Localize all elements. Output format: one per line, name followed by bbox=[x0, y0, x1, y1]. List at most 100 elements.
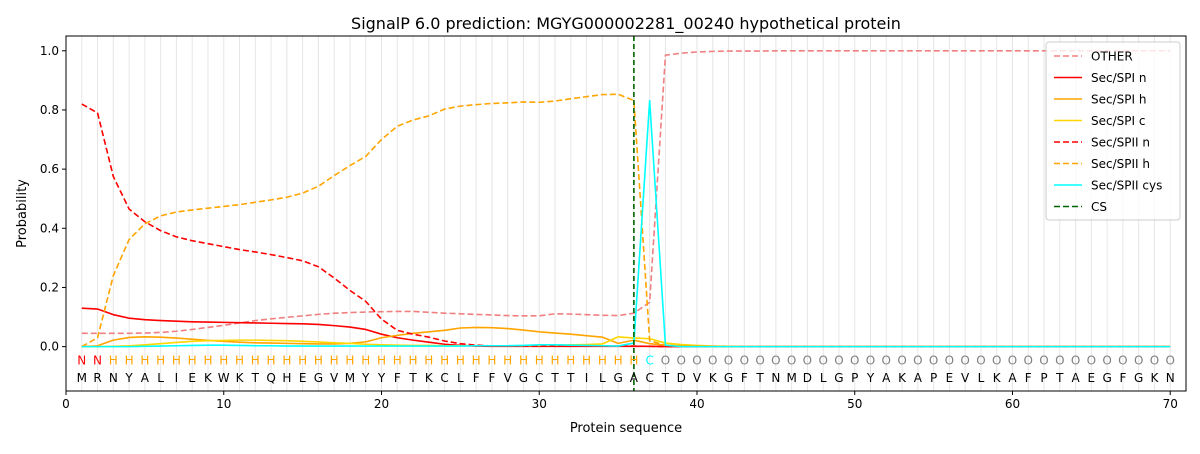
x-tick-label: 10 bbox=[216, 397, 231, 411]
series-line-sec-spii-h bbox=[81, 93, 1171, 348]
residue-letter: V bbox=[961, 371, 970, 385]
y-axis-ticks: 0.0 0.2 0.4 0.6 0.8 1.0 bbox=[40, 44, 66, 354]
region-label: H bbox=[282, 353, 291, 367]
residue-letter: V bbox=[504, 371, 513, 385]
region-label: O bbox=[866, 353, 875, 367]
region-label: N bbox=[77, 353, 86, 367]
residue-letter: D bbox=[677, 371, 686, 385]
residue-letter: V bbox=[330, 371, 339, 385]
region-label: H bbox=[188, 353, 197, 367]
residue-letter: K bbox=[1151, 371, 1160, 385]
region-label: O bbox=[803, 353, 812, 367]
residue-letter: K bbox=[204, 371, 213, 385]
legend: OTHER Sec/SPI n Sec/SPI h Sec/SPI c Sec/SPII… bbox=[1045, 41, 1181, 221]
residue-letter: A bbox=[1071, 371, 1080, 385]
region-label: O bbox=[882, 353, 891, 367]
region-label: H bbox=[235, 353, 244, 367]
region-label: H bbox=[566, 353, 575, 367]
region-label: O bbox=[976, 353, 985, 367]
residue-letter: I bbox=[175, 371, 179, 385]
residue-letter: A bbox=[630, 371, 639, 385]
residue-letter: G bbox=[724, 371, 733, 385]
region-label: H bbox=[393, 353, 402, 367]
residue-letter: Y bbox=[124, 371, 133, 385]
residue-letter: F bbox=[741, 371, 748, 385]
legend-label: CS bbox=[1091, 200, 1107, 214]
residue-letter: C bbox=[645, 371, 653, 385]
series-line-sec-spii-n bbox=[81, 103, 1171, 348]
residue-letter: G bbox=[834, 371, 843, 385]
residue-letter: F bbox=[1025, 371, 1032, 385]
region-label: H bbox=[172, 353, 181, 367]
legend-label: OTHER bbox=[1091, 50, 1133, 64]
x-tick-label: 40 bbox=[689, 397, 704, 411]
region-label: H bbox=[298, 353, 307, 367]
region-label: O bbox=[945, 353, 954, 367]
region-label: O bbox=[1165, 353, 1174, 367]
region-label: O bbox=[929, 353, 938, 367]
region-label: O bbox=[661, 353, 670, 367]
residue-letter: Y bbox=[377, 371, 386, 385]
legend-box bbox=[1045, 41, 1181, 221]
region-label: H bbox=[582, 353, 591, 367]
region-label: O bbox=[771, 353, 780, 367]
region-label: H bbox=[125, 353, 134, 367]
residue-letter: T bbox=[566, 371, 575, 385]
region-label: O bbox=[1102, 353, 1111, 367]
region-label: H bbox=[456, 353, 465, 367]
y-tick-label: 0.6 bbox=[40, 162, 59, 176]
residue-letter: K bbox=[898, 371, 907, 385]
region-label: H bbox=[409, 353, 418, 367]
region-label: H bbox=[472, 353, 481, 367]
residue-letter: A bbox=[882, 371, 891, 385]
region-label: H bbox=[519, 353, 528, 367]
residue-letter: L bbox=[457, 371, 464, 385]
y-tick-label: 1.0 bbox=[40, 44, 59, 58]
series-line-other bbox=[81, 49, 1171, 335]
residue-labels: NMNRHNHYHAHLHIHEHKHWHKHTHQHHHEHGHVHMHYHY… bbox=[77, 353, 1175, 385]
residue-letter: T bbox=[661, 371, 670, 385]
residue-letter: R bbox=[93, 371, 101, 385]
region-label: O bbox=[897, 353, 906, 367]
region-label: O bbox=[1134, 353, 1143, 367]
x-tick-label: 0 bbox=[62, 397, 70, 411]
y-tick-label: 0.4 bbox=[40, 221, 59, 235]
residue-letter: M bbox=[786, 371, 796, 385]
residue-letter: A bbox=[141, 371, 150, 385]
region-label: N bbox=[93, 353, 102, 367]
residue-letter: G bbox=[314, 371, 323, 385]
residue-letter: G bbox=[1102, 371, 1111, 385]
legend-label: Sec/SPI h bbox=[1091, 93, 1146, 107]
residue-letter: I bbox=[585, 371, 589, 385]
y-tick-label: 0.0 bbox=[40, 340, 59, 354]
region-label: O bbox=[740, 353, 749, 367]
residue-letter: T bbox=[1055, 371, 1064, 385]
region-label: H bbox=[330, 353, 339, 367]
region-label: H bbox=[109, 353, 118, 367]
region-label: O bbox=[1008, 353, 1017, 367]
residue-letter: K bbox=[993, 371, 1002, 385]
region-label: O bbox=[787, 353, 796, 367]
residue-letter: L bbox=[599, 371, 606, 385]
residue-letter: P bbox=[851, 371, 858, 385]
residue-letter: D bbox=[803, 371, 812, 385]
residue-letter: T bbox=[755, 371, 764, 385]
residue-letter: L bbox=[978, 371, 985, 385]
x-tick-label: 30 bbox=[532, 397, 547, 411]
residue-letter: L bbox=[820, 371, 827, 385]
residue-letter: K bbox=[425, 371, 434, 385]
residue-letter: N bbox=[1166, 371, 1175, 385]
y-tick-label: 0.8 bbox=[40, 103, 59, 117]
region-label: H bbox=[156, 353, 165, 367]
residue-letter: N bbox=[771, 371, 780, 385]
legend-label: Sec/SPI c bbox=[1091, 114, 1145, 128]
region-label: O bbox=[1118, 353, 1127, 367]
residue-letter: E bbox=[1088, 371, 1096, 385]
region-label: O bbox=[692, 353, 701, 367]
series-lines bbox=[81, 49, 1171, 348]
plot-frame bbox=[65, 35, 1187, 392]
x-tick-label: 20 bbox=[374, 397, 389, 411]
region-label: H bbox=[440, 353, 449, 367]
